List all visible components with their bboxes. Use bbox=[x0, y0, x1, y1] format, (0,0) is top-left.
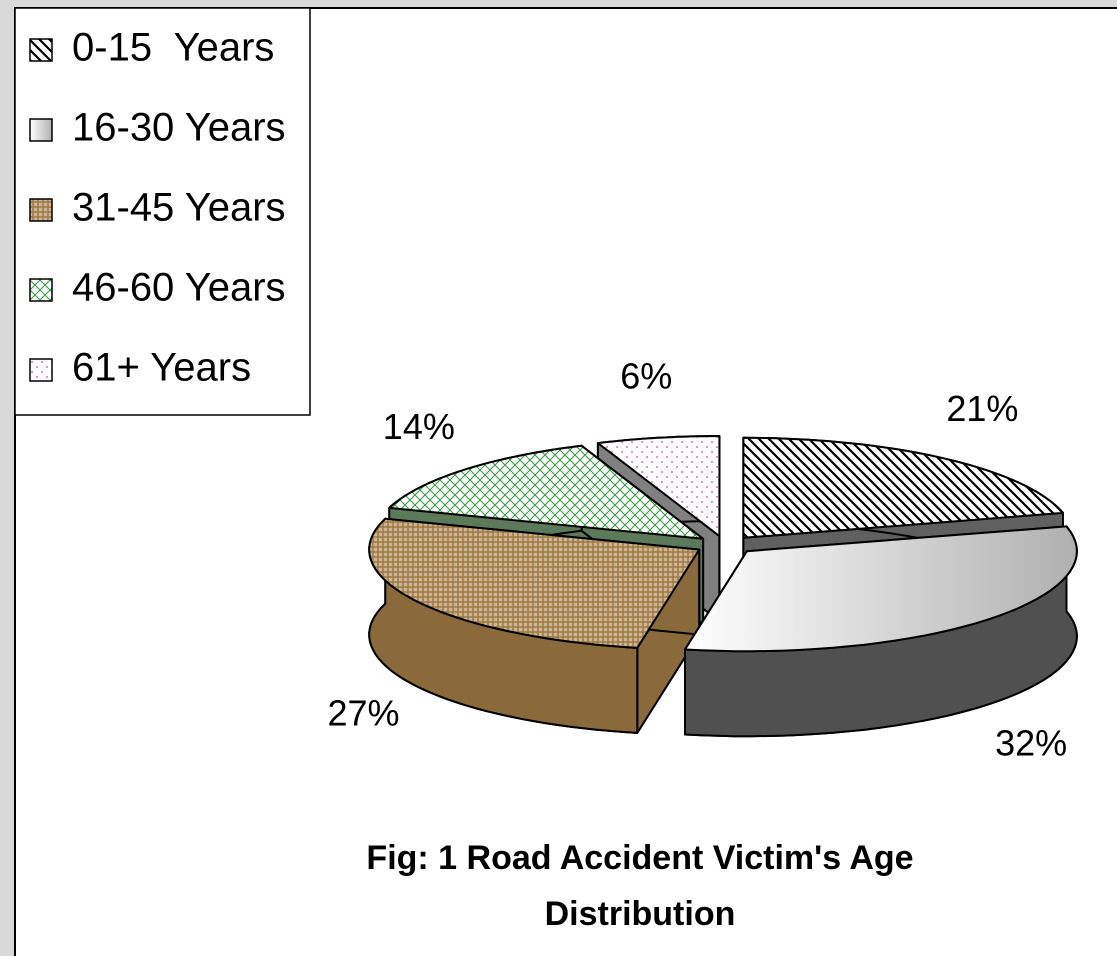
slice bbox=[684, 525, 1078, 738]
data-label: 27% bbox=[327, 693, 399, 734]
legend-swatch bbox=[29, 278, 53, 302]
legend-label: 0-15 Years bbox=[72, 26, 274, 70]
slice-top bbox=[388, 444, 705, 540]
chart-title: Fig: 1 Road Accident Victim's Age Distri… bbox=[366, 839, 914, 933]
legend-label: 46-60 Years bbox=[72, 266, 286, 310]
legend-label: 61+ Years bbox=[72, 346, 251, 390]
data-label: 32% bbox=[995, 722, 1067, 763]
legend-swatch bbox=[29, 118, 53, 142]
legend-box bbox=[14, 7, 311, 416]
slice bbox=[368, 517, 701, 734]
slice-top bbox=[742, 436, 1064, 539]
data-label: 6% bbox=[620, 355, 672, 396]
legend-swatch bbox=[29, 38, 53, 62]
pie: 6% 21% 14% 27% 32% bbox=[327, 355, 1078, 763]
slice-top bbox=[368, 517, 701, 649]
legend-label: 31-45 Years bbox=[72, 186, 286, 230]
slice-top bbox=[684, 525, 1078, 653]
slice-top bbox=[596, 435, 721, 538]
data-label: 21% bbox=[946, 388, 1018, 429]
legend-label: 16-30 Years bbox=[72, 106, 286, 150]
legend-swatch bbox=[29, 198, 53, 222]
data-label: 14% bbox=[383, 406, 455, 447]
legend: 0-15 Years 16-30 Years 31-45 Years 46-60 Ye… bbox=[14, 7, 311, 416]
legend-swatch bbox=[29, 358, 53, 382]
